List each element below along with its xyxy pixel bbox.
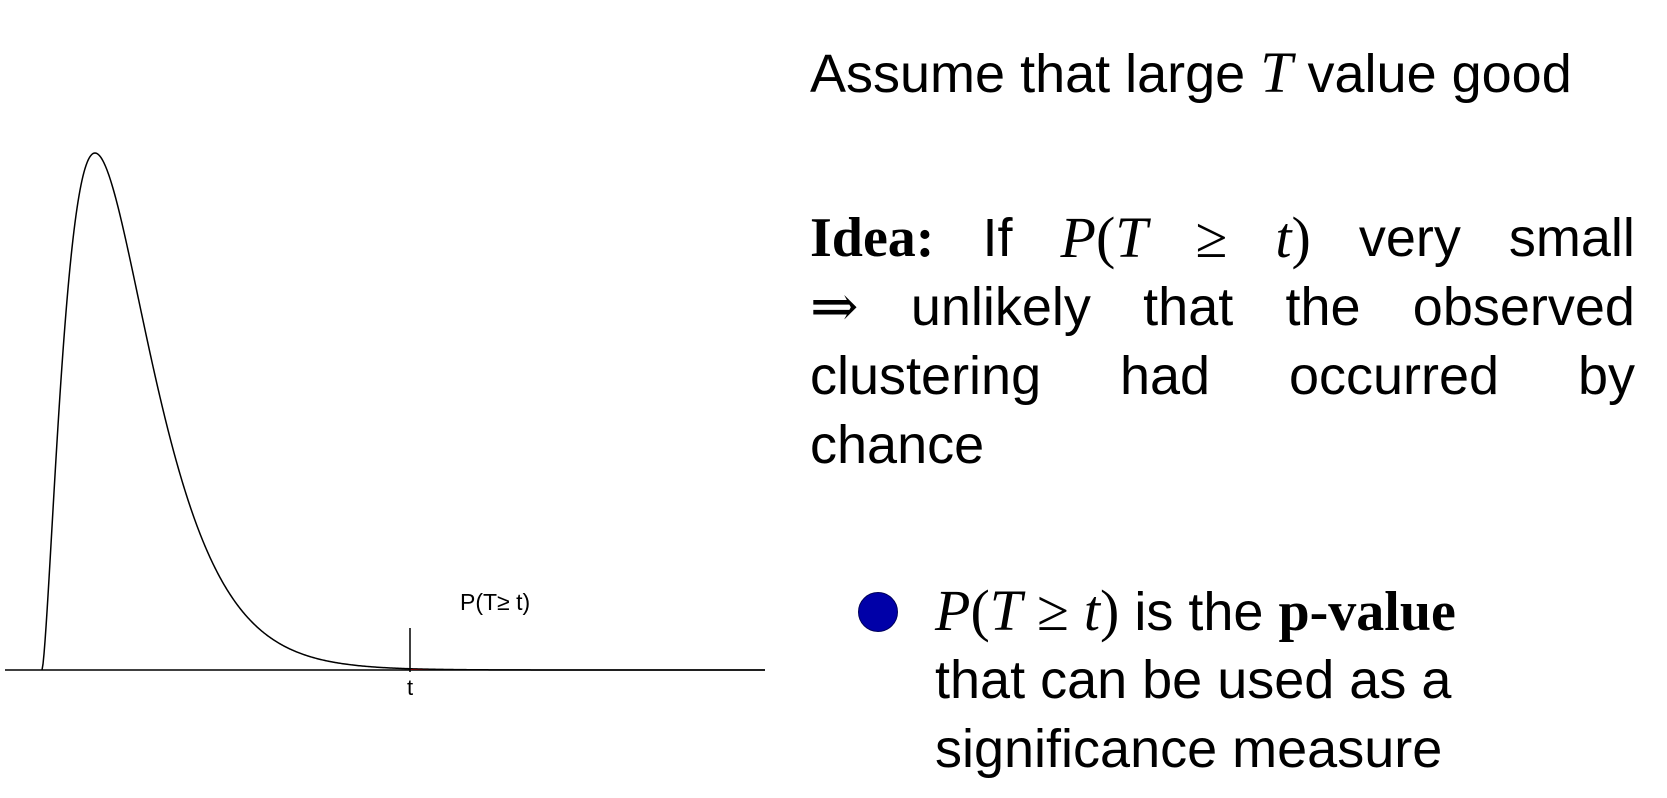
- idea-line-1: Idea: If P(T ≥ t) very small: [810, 205, 1635, 270]
- assume-statement: Assume that large T value good: [810, 40, 1572, 105]
- idea-line-3: clustering had occurred by: [810, 346, 1635, 406]
- idea-line-4: chance: [810, 415, 985, 475]
- bullet-line-2: that can be used as a: [935, 650, 1452, 710]
- bullet-dot: [858, 592, 898, 632]
- pvalue-expression: P(T ≥ t): [935, 578, 1120, 643]
- probability-expression: P(T: [1060, 205, 1148, 270]
- implies-symbol: ⇒: [810, 274, 859, 339]
- idea-heading: Idea:: [810, 207, 935, 269]
- t-label: t: [407, 675, 413, 700]
- p-value-region-label: P(T≥ t): [460, 589, 530, 615]
- pvalue-term: p-value: [1278, 581, 1456, 643]
- bullet-line-1: P(T ≥ t) is the p-value: [935, 578, 1456, 643]
- distribution-figure: t P(T≥ t): [5, 152, 765, 700]
- density-curve: [41, 152, 765, 671]
- bullet-line-3: significance measure: [935, 719, 1443, 779]
- idea-line-2: ⇒ unlikely that the observed: [810, 274, 1635, 339]
